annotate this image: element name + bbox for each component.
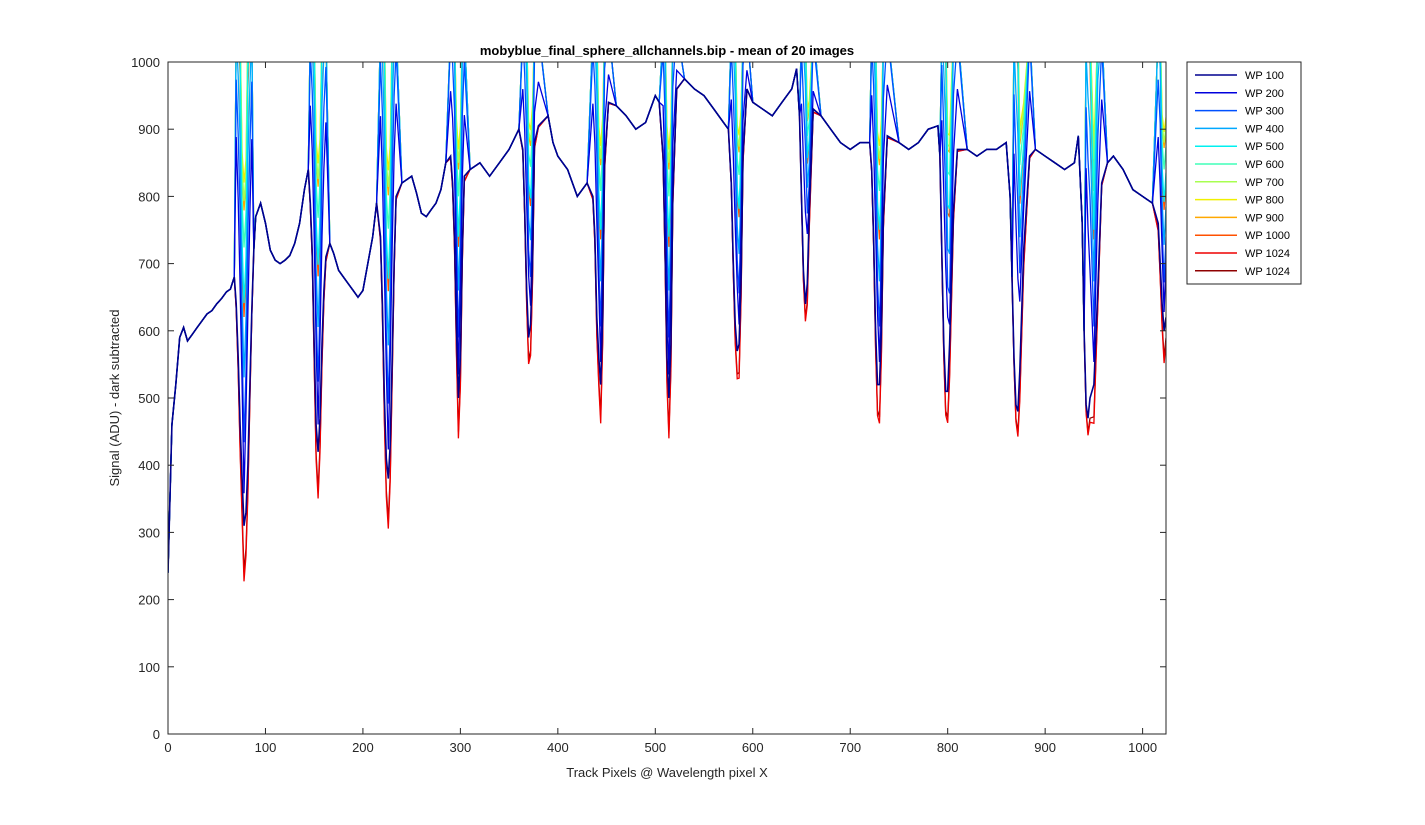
legend: WP 100 WP 200 WP 300 WP 400 WP 500 WP 600 WP 7… — [1186, 61, 1302, 285]
legend-box — [1186, 61, 1302, 285]
y-tick-label: 100 — [138, 660, 160, 675]
x-tick-label: 1000 — [1128, 740, 1157, 755]
y-axis-label: Signal (ADU) - dark subtracted — [107, 309, 122, 486]
legend-entry: WP 500 — [1245, 141, 1284, 153]
legend-entry: WP 1000 — [1245, 230, 1290, 242]
x-tick-label: 200 — [352, 740, 374, 755]
y-tick-label: 700 — [138, 257, 160, 272]
x-tick-label: 800 — [937, 740, 959, 755]
legend-entry: WP 1024 — [1245, 248, 1290, 260]
y-tick-label: 500 — [138, 391, 160, 406]
legend-entry: WP 400 — [1245, 123, 1284, 135]
y-tick-label: 900 — [138, 122, 160, 137]
x-tick-label: 900 — [1034, 740, 1056, 755]
legend-entry: WP 300 — [1245, 106, 1284, 118]
y-tick-label: 400 — [138, 458, 160, 473]
series-line — [168, 68, 1166, 573]
y-tick-label: 800 — [138, 189, 160, 204]
y-tick-label: 200 — [138, 593, 160, 608]
legend-entry: WP 800 — [1245, 195, 1284, 207]
legend-entry: WP 900 — [1245, 212, 1284, 224]
legend-entry: WP 100 — [1245, 70, 1284, 82]
x-tick-label: 300 — [450, 740, 472, 755]
series-layer — [168, 62, 1166, 582]
y-tick-label: 1000 — [131, 55, 160, 70]
x-tick-label: 500 — [644, 740, 666, 755]
y-axis: 0 100 200 300 400 500 600 700 800 900 1000 — [131, 55, 1166, 742]
x-tick-label: 600 — [742, 740, 764, 755]
legend-entry: WP 1024 — [1245, 266, 1290, 278]
y-tick-label: 600 — [138, 324, 160, 339]
y-tick-label: 300 — [138, 525, 160, 540]
x-tick-label: 0 — [164, 740, 171, 755]
legend-entry: WP 700 — [1245, 177, 1284, 189]
legend-entry: WP 200 — [1245, 88, 1284, 100]
y-tick-label: 0 — [153, 727, 160, 742]
chart-title: mobyblue_final_sphere_allchannels.bip - … — [480, 43, 854, 58]
x-tick-label: 700 — [839, 740, 861, 755]
legend-entry: WP 600 — [1245, 159, 1284, 171]
x-tick-label: 400 — [547, 740, 569, 755]
x-tick-label: 100 — [255, 740, 277, 755]
x-axis-label: Track Pixels @ Wavelength pixel X — [566, 765, 768, 780]
x-axis: 0 100 200 300 400 500 600 700 800 900 1000 — [164, 62, 1157, 755]
